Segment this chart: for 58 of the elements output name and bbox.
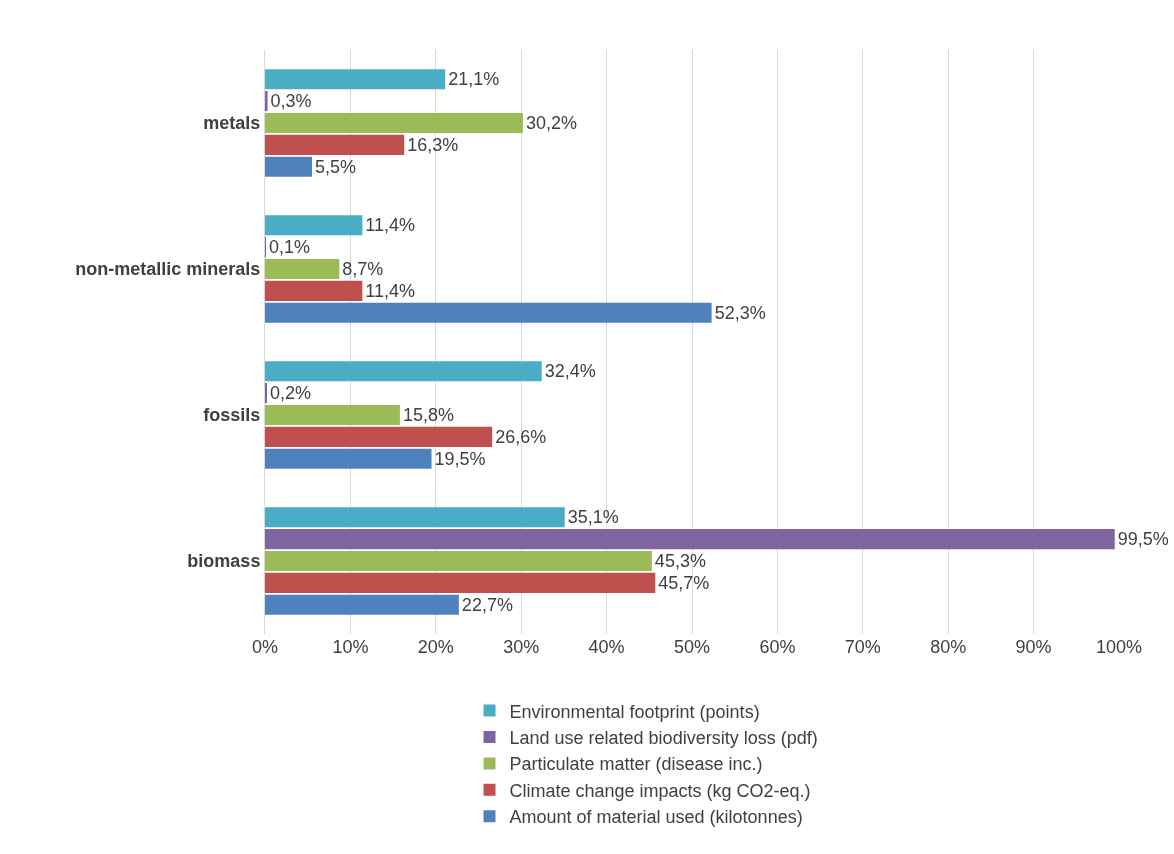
legend-label: Climate change impacts (kg CO2-eq.) [509,780,811,801]
legend-label: Land use related biodiversity loss (pdf) [509,728,818,749]
bar [265,134,405,155]
data-label: 0,3% [270,91,312,112]
y-tick-label: metals [203,113,261,134]
bar [265,91,268,112]
data-label: 0,2% [270,383,312,404]
legend-label: Particulate matter (disease inc.) [509,754,763,775]
data-label: 99,5% [1117,529,1169,550]
bar [265,426,493,447]
x-tick-label: 10% [332,637,369,657]
data-label: 32,4% [544,361,596,382]
x-tick-label: 60% [759,637,796,657]
data-label: 0,1% [269,237,311,258]
data-label: 19,5% [434,448,486,469]
bar [265,302,712,323]
x-tick-label: 30% [503,637,540,657]
x-tick-label: 20% [417,637,454,657]
y-tick-label: non-metallic minerals [75,259,261,280]
data-label: 8,7% [342,259,384,279]
x-tick-label: 80% [930,637,967,657]
bar [265,507,565,528]
bar [265,361,542,382]
bar [265,156,312,177]
data-label: 22,7% [461,594,513,615]
bar [265,69,446,90]
bar [265,280,363,301]
x-tick-label: 50% [673,637,711,657]
x-tick-label: 40% [588,637,625,657]
legend-label: Environmental footprint (points) [509,701,760,722]
data-label: 21,1% [448,69,500,90]
y-tick-label: fossils [203,405,261,426]
x-tick-label: 0% [251,637,279,657]
x-tick-label: 70% [844,637,881,657]
x-tick-label: 100% [1095,637,1143,657]
data-label: 35,1% [567,507,619,528]
bar [265,448,432,469]
data-label: 45,7% [658,572,710,593]
bar [265,215,363,236]
data-label: 11,4% [365,280,416,301]
data-label: 5,5% [314,156,356,177]
bar [265,594,459,615]
data-label: 30,2% [525,113,577,133]
bar [265,529,1115,550]
bar [265,572,656,593]
data-label: 16,3% [407,134,459,155]
bar [265,550,652,572]
bar [265,404,400,426]
data-label: 45,3% [654,551,706,571]
y-tick-label: biomass [187,551,261,572]
data-label: 11,4% [365,215,416,236]
data-label: 15,8% [402,405,454,425]
bar [265,112,523,134]
data-label: 52,3% [714,302,766,323]
x-tick-label: 90% [1015,637,1052,657]
bar [265,258,340,280]
legend-label: Amount of material used (kilotonnes) [509,807,803,828]
data-label: 26,6% [495,426,547,447]
